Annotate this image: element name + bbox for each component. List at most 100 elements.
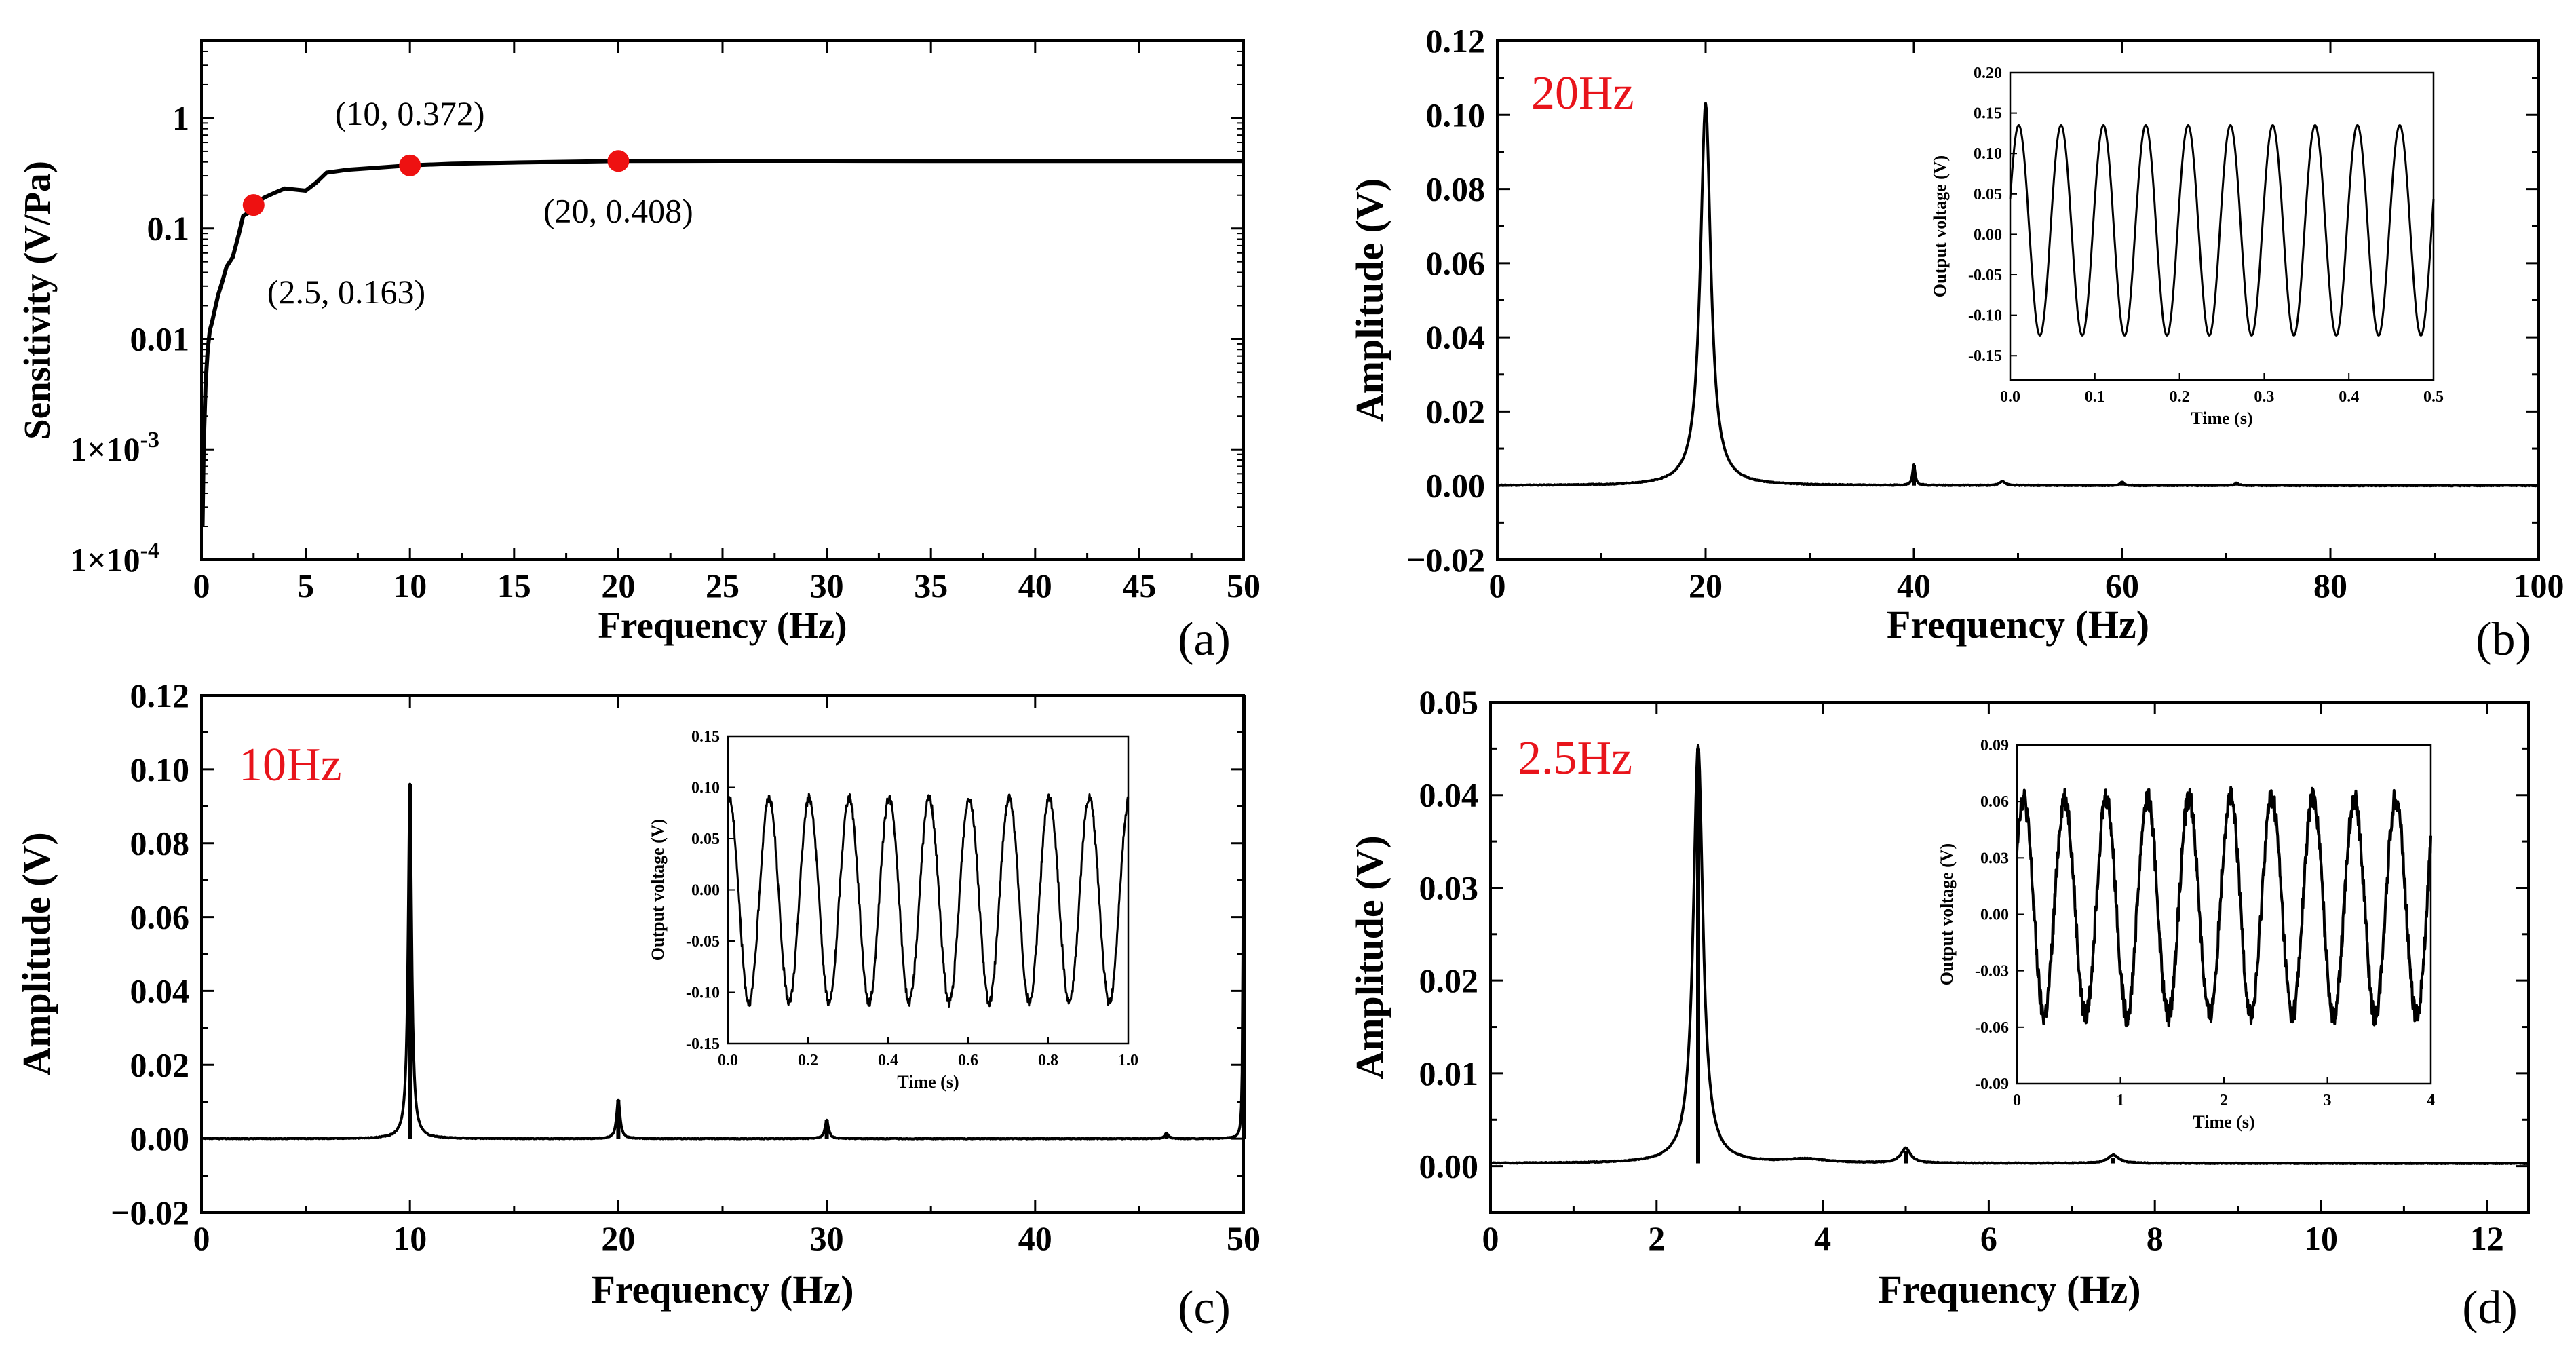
x-tick-label: 5	[297, 567, 314, 605]
inset-x-tick-label: 0.2	[2170, 388, 2190, 406]
x-tick-label: 25	[706, 567, 739, 605]
frequency-label: 2.5Hz	[1518, 732, 1632, 784]
inset-waveform-line	[727, 793, 1130, 1008]
x-tick-label: 20	[601, 1219, 635, 1257]
inset-x-tick-label: 0.4	[878, 1052, 898, 1069]
y-tick-label: 0.02	[130, 1046, 190, 1084]
frequency-label: 20Hz	[1531, 67, 1634, 119]
y-tick-label: 0.02	[1426, 392, 1486, 430]
x-tick-label: 20	[601, 567, 635, 605]
inset-y-tick-label: -0.06	[1975, 1019, 2009, 1037]
x-tick-label: 15	[497, 567, 531, 605]
y-tick-label: 0.04	[1419, 776, 1479, 814]
data-point-label: (20, 0.408)	[543, 191, 693, 229]
spectrum-line	[1497, 102, 2539, 488]
inset-y-tick-label: 0.06	[1980, 793, 2009, 811]
inset-y-tick-label: -0.05	[686, 933, 720, 951]
inset-waveform-line	[2016, 786, 2432, 1027]
inset-y-tick-label: 0.00	[1980, 906, 2009, 924]
y-tick-label: 0.06	[1426, 244, 1486, 282]
y-tick-label: 0.08	[1426, 170, 1486, 208]
x-tick-label: 40	[1018, 1219, 1052, 1257]
inset-y-tick-label: 0.20	[1974, 64, 2002, 82]
panel-label: (d)	[2462, 1282, 2518, 1334]
inset-y-axis-label: Output voltage (V)	[1937, 843, 1957, 985]
panel-b-spectrum-20hz: 0 20 40 60 80 100 −0.02 0.00 0.02 0.04 0.06 0.08 0.1…	[1347, 22, 2564, 666]
inset-x-tick-label: 2	[2220, 1092, 2228, 1109]
y-tick-label: 0.03	[1419, 869, 1479, 906]
y-axis-label: Amplitude (V)	[1347, 178, 1391, 422]
x-tick-label: 60	[2105, 567, 2139, 605]
spectrum-line	[1490, 744, 2530, 1165]
inset-frame	[2016, 744, 2432, 1085]
x-tick-label: 8	[2147, 1219, 2164, 1257]
inset-waveform-line	[2009, 124, 2435, 337]
panel-a-sensitivity-chart: 0 5 10 15 20 25 30 35 40 45 501×10-41×10-30.010.11…	[16, 39, 1261, 666]
inset-x-tick-label: 1.0	[1118, 1052, 1138, 1069]
y-tick-label-text: 0.12	[130, 676, 190, 714]
inset-x-tick-label: 0	[2013, 1092, 2021, 1109]
y-tick-label-text: 0.01	[130, 320, 190, 358]
inset-y-axis-label: Output voltage (V)	[1930, 155, 1950, 297]
inset-y-tick-label: 0.15	[691, 728, 720, 746]
y-tick-exponent: -4	[140, 538, 159, 563]
inset-x-tick-label: 4	[2427, 1092, 2435, 1109]
y-tick-label: 0.01	[1419, 1054, 1479, 1092]
inset-x-tick-label: 0.8	[1038, 1052, 1058, 1069]
y-tick-label: 0.05	[1419, 683, 1479, 721]
panel-label: (b)	[2476, 613, 2531, 666]
y-tick-label: 0.10	[130, 750, 190, 788]
panel-label: (a)	[1178, 613, 1231, 666]
x-tick-label: 10	[2304, 1219, 2338, 1257]
inset-y-tick-label: 0.05	[691, 831, 720, 848]
y-tick-label-text: 0.12	[1426, 22, 1486, 60]
y-tick-label-text: 0.05	[1419, 683, 1479, 721]
y-tick-label: 1	[172, 99, 189, 137]
y-tick-label: 0.02	[1419, 961, 1479, 999]
y-tick-exponent: -3	[140, 427, 159, 453]
inset-y-tick-label: -0.15	[1968, 347, 2002, 365]
inset-y-tick-label: 0.00	[1974, 226, 2002, 244]
x-tick-label: 0	[193, 567, 210, 605]
inset-time-domain-chart: 0.0 0.2 0.4 0.6 0.8 1.0 -0.15 -0.10 -0.05 0.00 0.0…	[648, 728, 1138, 1092]
x-axis-label: Frequency (Hz)	[598, 605, 847, 646]
inset-y-tick-label: 0.00	[691, 882, 720, 900]
x-tick-label: 10	[393, 567, 427, 605]
inset-y-tick-label: -0.05	[1968, 267, 2002, 284]
y-tick-label-text: 0.00	[1419, 1147, 1479, 1185]
panel-d-spectrum-2-5hz: 0 2 4 6 8 10 120.000.010.020.030.040.05Frequen…	[1347, 683, 2530, 1334]
y-tick-label-text: 0.10	[130, 750, 190, 788]
inset-x-tick-label: 0.5	[2423, 388, 2444, 406]
y-tick-label-text: 0.04	[1419, 776, 1479, 814]
x-tick-label: 4	[1814, 1219, 1831, 1257]
y-tick-label: 0.00	[1419, 1147, 1479, 1185]
y-tick-label-text: 0.06	[130, 898, 190, 936]
inset-x-tick-label: 0.0	[718, 1052, 738, 1069]
y-axis-label: Amplitude (V)	[1347, 835, 1391, 1079]
x-tick-label: 30	[810, 567, 844, 605]
inset-x-tick-label: 0.6	[958, 1052, 978, 1069]
inset-y-tick-label: 0.10	[1974, 145, 2002, 163]
spectrum-line	[201, 695, 1245, 1141]
x-tick-label: 100	[2514, 567, 2564, 605]
inset-x-axis-label: Time (s)	[2193, 1112, 2254, 1132]
x-tick-label: 6	[1980, 1219, 1997, 1257]
x-tick-label: 20	[1689, 567, 1723, 605]
y-tick-label: 0.04	[130, 972, 190, 1010]
y-tick-label: −0.02	[1406, 541, 1485, 579]
x-tick-label: 12	[2470, 1219, 2504, 1257]
inset-y-axis-label: Output voltage (V)	[648, 819, 668, 961]
y-tick-label: 0.06	[130, 898, 190, 936]
y-tick-label-text: 0.1	[147, 210, 190, 248]
data-point-label: (10, 0.372)	[335, 94, 485, 132]
y-tick-label-text: 0.01	[1419, 1054, 1479, 1092]
panel-c-spectrum-10hz: 0 10 20 30 40 50 −0.02 0.00 0.02 0.04 0.06 0.08 0.10…	[14, 676, 1261, 1334]
y-tick-label-text: 0.00	[1426, 467, 1486, 505]
y-tick-label-text: 0.02	[130, 1046, 190, 1084]
y-tick-label-text: 0.02	[1426, 392, 1486, 430]
y-tick-label: 0.12	[130, 676, 190, 714]
inset-time-domain-chart: 0.0 0.1 0.2 0.3 0.4 0.5 -0.15 -0.10 -0.05 0.00 0.0…	[1930, 64, 2444, 428]
x-tick-label: 10	[393, 1219, 427, 1257]
data-point-label: (2.5, 0.163)	[267, 273, 425, 311]
inset-x-tick-label: 0.4	[2339, 388, 2359, 406]
